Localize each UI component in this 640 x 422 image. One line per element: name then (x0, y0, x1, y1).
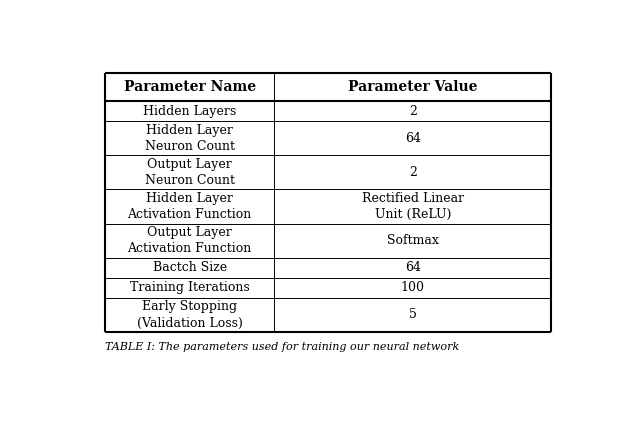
Text: 64: 64 (405, 261, 421, 274)
Text: 100: 100 (401, 281, 425, 295)
Text: Output Layer
Neuron Count: Output Layer Neuron Count (145, 158, 235, 187)
Text: 5: 5 (409, 308, 417, 322)
Text: TABLE I: The parameters used for training our neural network: TABLE I: The parameters used for trainin… (105, 342, 459, 352)
Text: Bactch Size: Bactch Size (152, 261, 227, 274)
Text: 2: 2 (409, 105, 417, 118)
Text: Hidden Layer
Activation Function: Hidden Layer Activation Function (127, 192, 252, 221)
Text: Output Layer
Activation Function: Output Layer Activation Function (127, 226, 252, 255)
Text: Training Iterations: Training Iterations (130, 281, 250, 295)
Text: Rectified Linear
Unit (ReLU): Rectified Linear Unit (ReLU) (362, 192, 464, 221)
Text: Hidden Layers: Hidden Layers (143, 105, 236, 118)
Text: Parameter Value: Parameter Value (348, 80, 477, 94)
Text: 64: 64 (405, 132, 421, 145)
Text: Softmax: Softmax (387, 234, 439, 247)
Text: Parameter Name: Parameter Name (124, 80, 255, 94)
Text: Early Stopping
(Validation Loss): Early Stopping (Validation Loss) (137, 300, 243, 330)
Text: Hidden Layer
Neuron Count: Hidden Layer Neuron Count (145, 124, 235, 153)
Text: 2: 2 (409, 166, 417, 179)
